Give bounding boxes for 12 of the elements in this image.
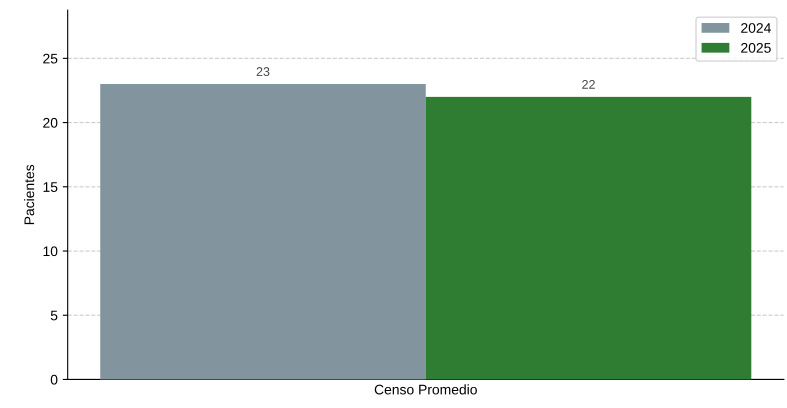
- y-tick-label: 5: [50, 310, 58, 320]
- data-label: 23: [256, 67, 270, 76]
- y-tick-label: 15: [44, 182, 58, 192]
- legend-label: 2025: [741, 42, 771, 53]
- data-label: 22: [582, 80, 595, 89]
- y-axis-title: Pacientes: [24, 164, 34, 224]
- y-tick-label: 0: [50, 374, 58, 385]
- y-tick-label: 20: [43, 118, 58, 128]
- legend-label: 2024: [741, 23, 771, 33]
- y-tick-label: 25: [43, 54, 58, 64]
- y-tick-label: 10: [44, 246, 58, 256]
- x-tick-label: Censo Promedio: [374, 384, 477, 395]
